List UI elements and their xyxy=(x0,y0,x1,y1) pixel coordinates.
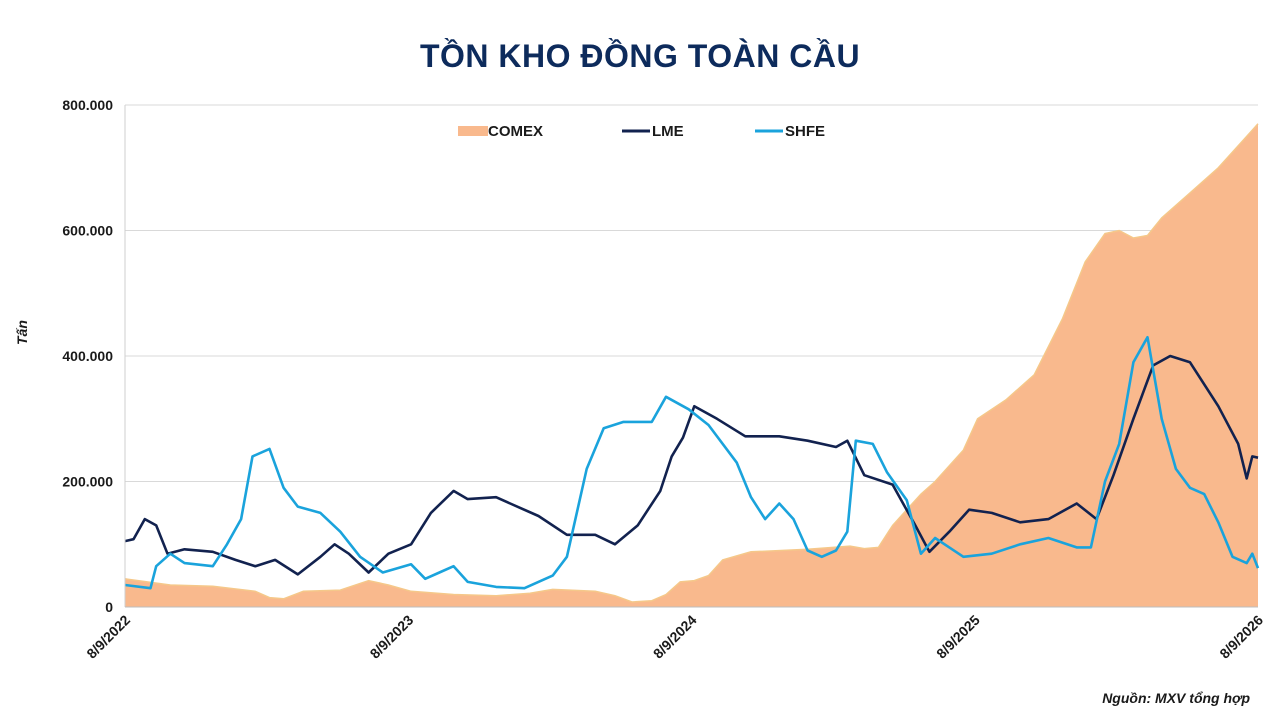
series-area-comex xyxy=(125,123,1258,608)
y-tick-label: 200.000 xyxy=(62,474,113,490)
series-line-shfe xyxy=(124,335,1260,590)
series-line-lme xyxy=(124,354,1259,576)
x-tick-label: 8/9/2024 xyxy=(650,612,700,662)
x-tick-label: 8/9/2023 xyxy=(367,612,417,662)
source-note: Nguồn: MXV tổng hợp xyxy=(1102,690,1250,706)
y-tick-label: 800.000 xyxy=(62,97,113,113)
series-area-edge-comex xyxy=(124,123,1259,603)
legend-label-shfe: SHFE xyxy=(785,123,825,140)
y-tick-label: 600.000 xyxy=(62,223,113,239)
legend-label-lme: LME xyxy=(652,123,684,140)
line-layer xyxy=(124,335,1260,590)
y-tick-label: 0 xyxy=(105,599,113,615)
y-tick-label: 400.000 xyxy=(62,348,113,364)
legend: COMEX LME SHFE xyxy=(458,123,825,140)
x-tick-label: 8/9/2025 xyxy=(933,612,983,662)
legend-swatch-comex xyxy=(458,126,488,136)
x-tick-label: 8/9/2026 xyxy=(1216,612,1266,662)
x-tick-label: 8/9/2022 xyxy=(83,612,133,662)
chart-title: TỒN KHO ĐỒNG TOÀN CẦU xyxy=(419,38,861,74)
area-layer xyxy=(124,123,1259,608)
legend-label-comex: COMEX xyxy=(488,123,543,140)
